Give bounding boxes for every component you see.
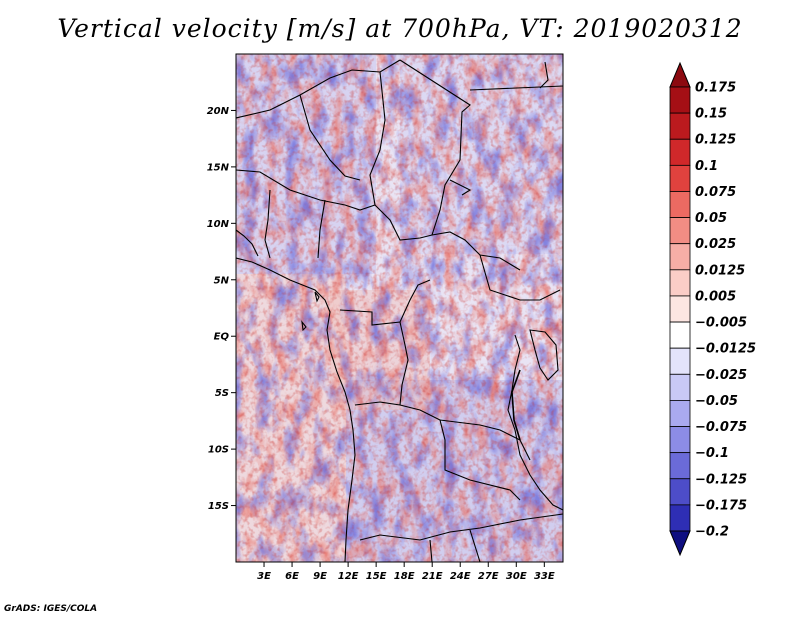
lat-tick-label: 15N (207, 162, 230, 173)
colorbar-label: −0.05 (695, 394, 738, 409)
colorbar-box (669, 426, 691, 454)
lat-tick-label: EQ (214, 332, 230, 343)
lon-tick-label: 18E (394, 571, 415, 582)
lon-tick-label: 12E (338, 571, 359, 582)
colorbar-box (669, 478, 691, 506)
colorbar-box (669, 112, 691, 140)
colorbar-box (669, 347, 691, 375)
colorbar-label: −0.075 (695, 420, 747, 435)
colorbar: 0.175 0.15 0.125 0.1 0.075 0.05 0.025 0.0125 0.0… (669, 61, 756, 557)
lon-tick-label: 24E (450, 571, 471, 582)
lat-tick-label: 5N (214, 275, 230, 286)
colorbar-top-arrow (669, 61, 691, 88)
colorbar-label: 0.0125 (695, 263, 745, 278)
colorbar-box (669, 504, 691, 532)
credit-text: GrADS: IGES/COLA (4, 604, 98, 614)
lon-tick-label: 27E (478, 571, 499, 582)
lat-tick-label: 5S (215, 388, 229, 399)
velocity-field (236, 54, 563, 562)
colorbar-label: 0.125 (695, 133, 736, 148)
lon-tick-label: 3E (257, 571, 271, 582)
colorbar-bottom-arrow (669, 530, 691, 557)
colorbar-label: 0.1 (695, 159, 718, 174)
lat-tick-label: 10S (208, 445, 229, 456)
colorbar-label: −0.125 (695, 472, 747, 487)
colorbar-label: 0.15 (695, 107, 727, 122)
colorbar-box (669, 164, 691, 192)
colorbar-box (669, 321, 691, 349)
lon-tick-label: 6E (285, 571, 299, 582)
lon-tick-label: 33E (534, 571, 555, 582)
colorbar-box (669, 217, 691, 245)
coastline-borders (236, 59, 563, 562)
colorbar-box (669, 269, 691, 297)
colorbar-label: −0.2 (695, 525, 729, 540)
colorbar-box (669, 400, 691, 427)
colorbar-label: −0.175 (695, 498, 747, 513)
colorbar-box (669, 191, 691, 218)
map-frame (235, 53, 564, 563)
colorbar-box (669, 86, 691, 114)
lon-tick-label: 9E (313, 571, 327, 582)
lon-tick-label: 15E (366, 571, 387, 582)
colorbar-box (669, 452, 691, 480)
colorbar-label: −0.005 (695, 316, 747, 331)
colorbar-label: 0.05 (695, 211, 727, 226)
colorbar-box (669, 295, 691, 323)
colorbar-box (669, 373, 691, 401)
colorbar-label: −0.0125 (695, 342, 756, 357)
lat-tick-label: 15S (208, 501, 229, 512)
colorbar-label: 0.025 (695, 237, 736, 252)
lon-tick-label: 30E (506, 571, 527, 582)
lon-tick-label: 21E (422, 571, 443, 582)
longitude-axis: 3E 6E 9E 12E 15E 18E 21E 24E 27E 30E 33E (257, 562, 555, 582)
colorbar-label: −0.1 (695, 446, 729, 461)
latitude-axis: 20N 15N 10N 5N EQ 5S 10S 15S (207, 106, 236, 512)
colorbar-box (669, 138, 691, 166)
lat-tick-label: 20N (207, 106, 230, 117)
colorbar-label: −0.025 (695, 368, 747, 383)
lat-tick-label: 10N (207, 219, 230, 230)
colorbar-label: 0.175 (695, 81, 736, 96)
colorbar-box (669, 243, 691, 271)
chart-title: Vertical velocity [m/s] at 700hPa, VT: 2… (57, 14, 743, 43)
colorbar-label: 0.075 (695, 185, 736, 200)
colorbar-label: 0.005 (695, 289, 736, 304)
